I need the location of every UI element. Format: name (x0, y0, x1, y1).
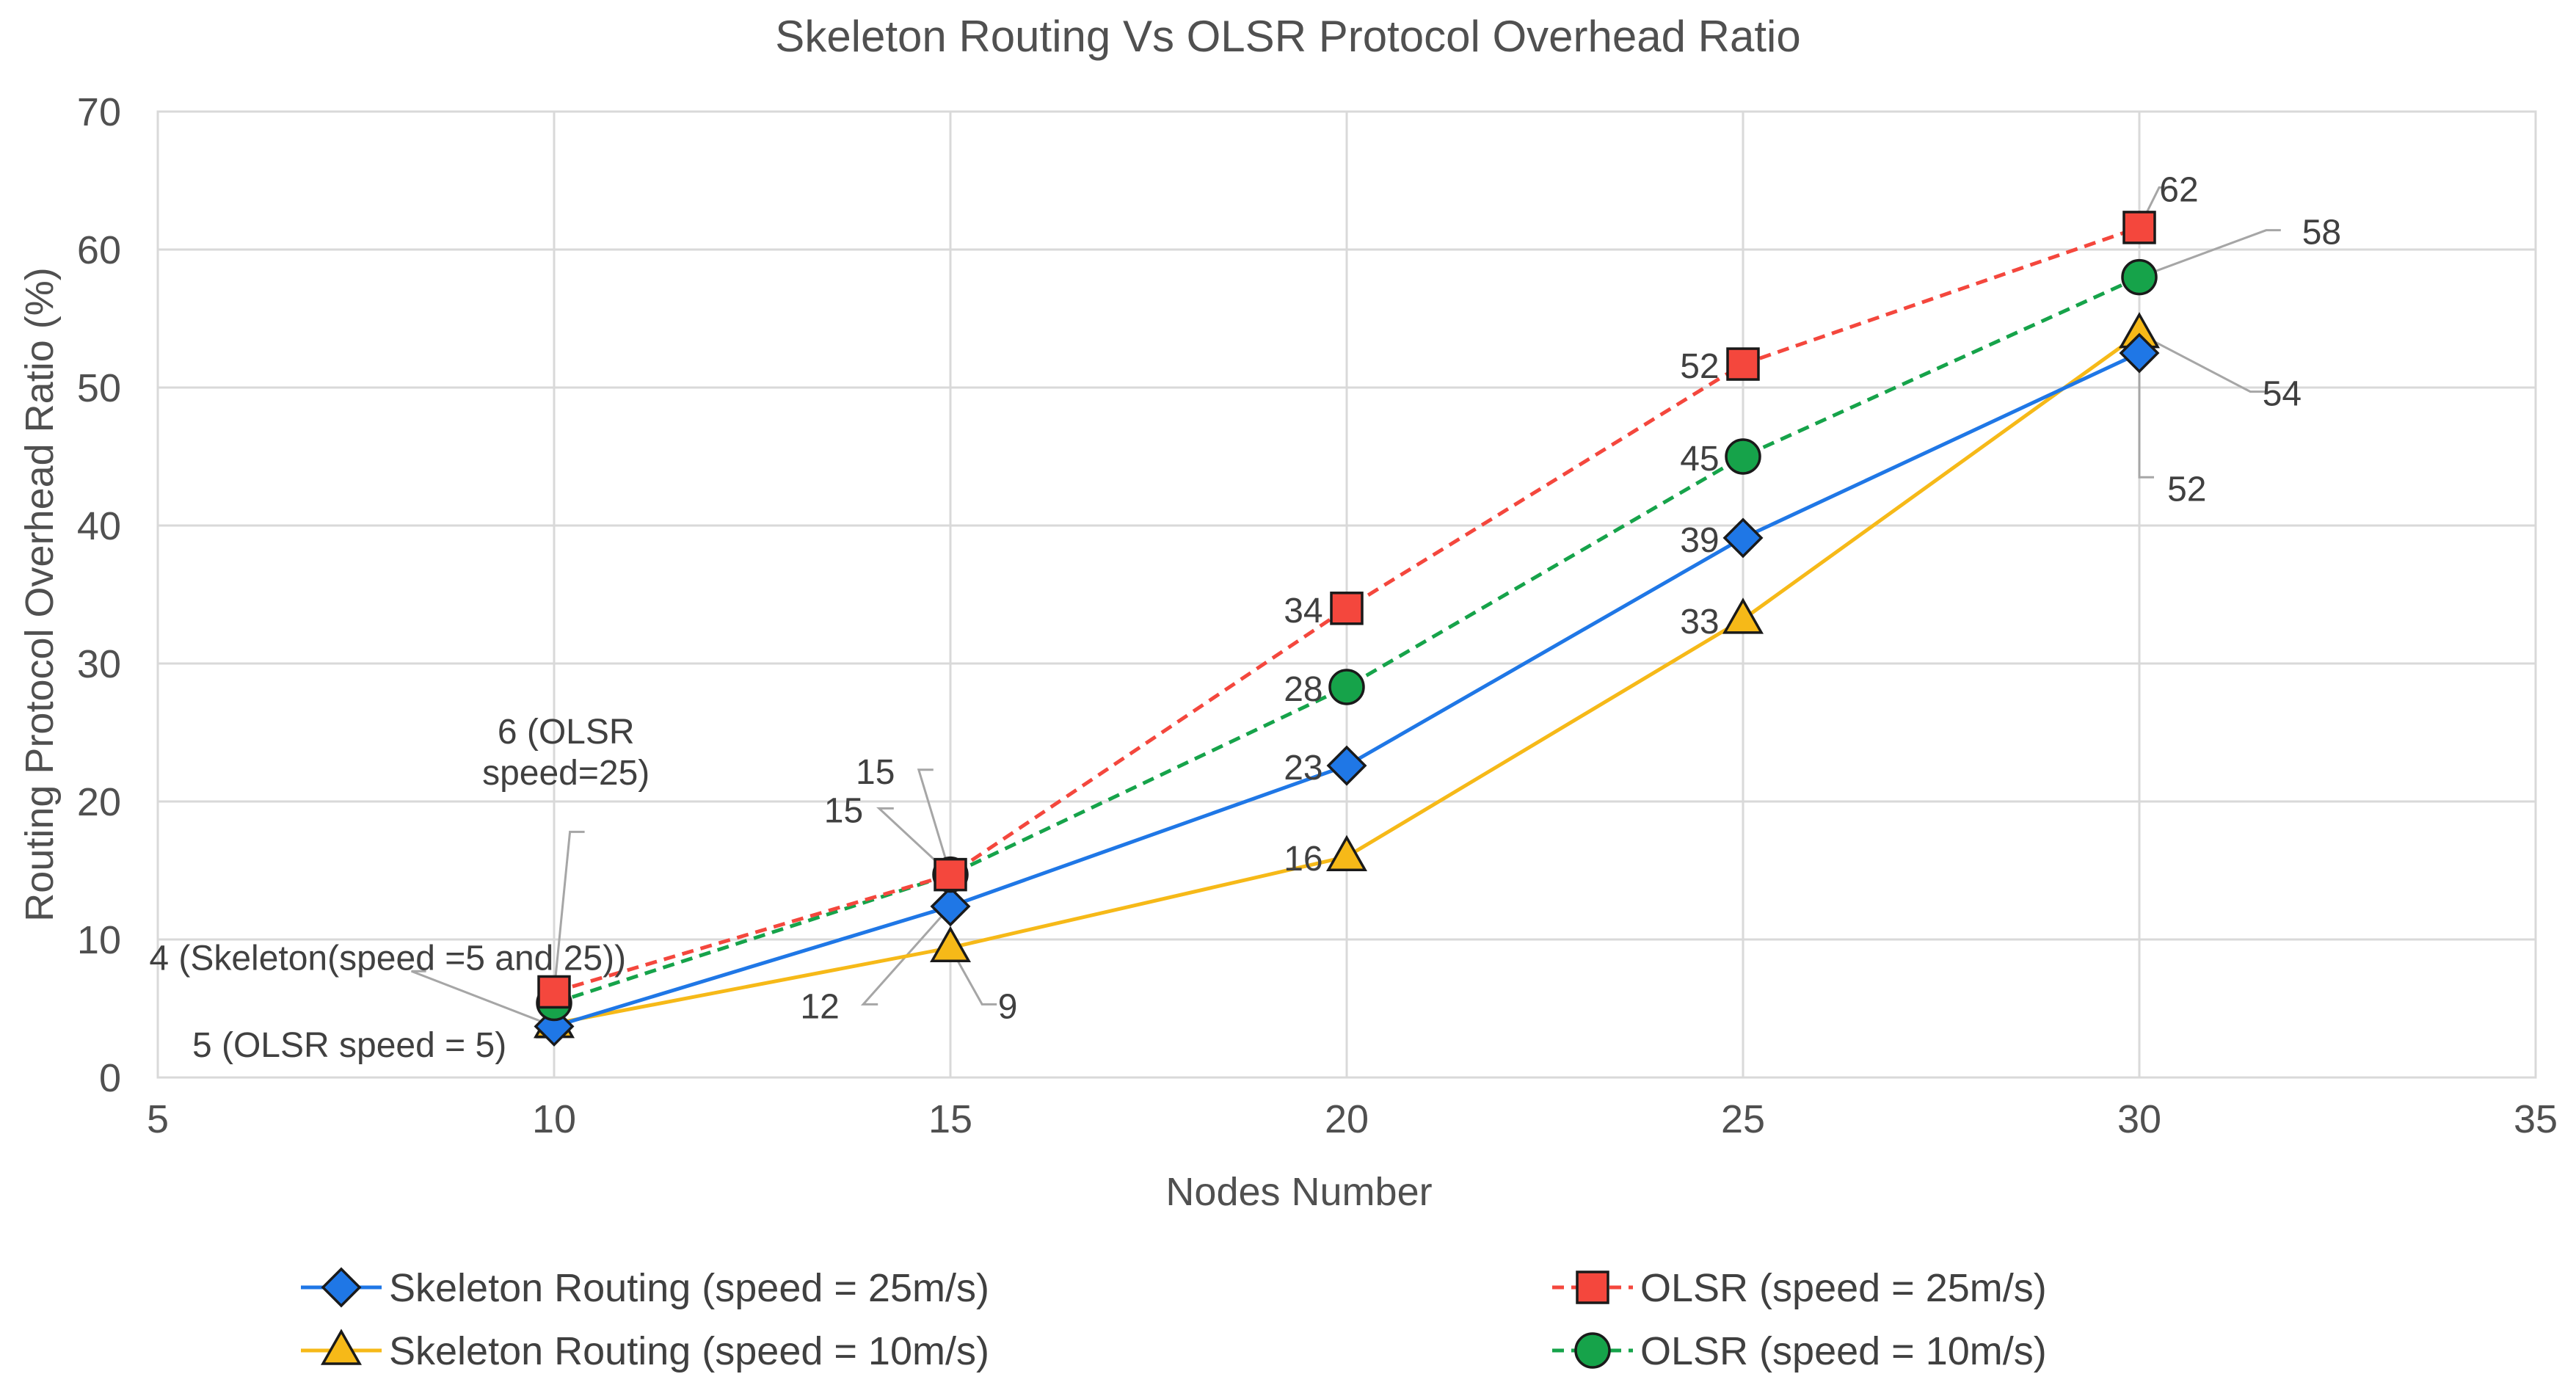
x-tick-label: 5 (147, 1097, 169, 1141)
leader-line (411, 970, 555, 1028)
y-axis-label: Routing Protocol Overhead Ratio (%) (18, 267, 62, 921)
series-line (553, 275, 2141, 1005)
leader-line (949, 947, 997, 1006)
marker-diamond (321, 1267, 362, 1308)
leader-line (553, 830, 585, 992)
x-tick-label: 20 (1325, 1097, 1369, 1141)
marker-diamond (930, 886, 971, 927)
x-axis-label: Nodes Number (1165, 1170, 1432, 1214)
y-tick-label: 60 (77, 228, 121, 272)
data-label: 9 (998, 987, 1018, 1026)
y-tick-label: 30 (77, 642, 121, 686)
data-label: 23 (1284, 749, 1322, 788)
marker-square (934, 857, 967, 892)
marker-circle (1574, 1332, 1611, 1369)
marker-circle (2121, 258, 2158, 296)
y-tick-label: 70 (77, 90, 121, 134)
y-tick-labels: 0 10 20 30 40 50 60 70 (77, 90, 121, 1100)
leader-line (876, 807, 952, 876)
plot-area-border (156, 110, 2537, 1079)
data-label: 34 (1284, 592, 1322, 630)
leader-line (2139, 229, 2281, 279)
data-label: 5 (OLSR speed = 5) (192, 1026, 506, 1065)
marker-diamond (1722, 517, 1764, 559)
data-label: 16 (1284, 840, 1322, 879)
data-label: 39 (1680, 521, 1719, 560)
marker-square (2122, 211, 2156, 244)
data-label: 15 (824, 791, 863, 830)
x-tick-label: 25 (1721, 1097, 1765, 1141)
leader-line (2139, 332, 2266, 393)
data-label: 52 (1680, 347, 1719, 386)
x-tick-labels: 5 10 15 20 25 30 35 (147, 1097, 2558, 1141)
x-tick-label: 15 (928, 1097, 972, 1141)
chart-title: Skeleton Routing Vs OLSR Protocol Overhe… (775, 12, 1800, 61)
legend-label: OLSR (speed = 25m/s) (1640, 1266, 2047, 1310)
y-tick-label: 50 (77, 366, 121, 410)
data-label: 54 (2263, 375, 2302, 414)
axes (156, 110, 2537, 1079)
y-tick-label: 40 (77, 504, 121, 548)
y-tick-label: 20 (77, 780, 121, 824)
marker-triangle (1325, 835, 1368, 871)
marker-square (1330, 592, 1364, 625)
x-tick-label: 10 (532, 1097, 576, 1141)
marker-circle (1328, 669, 1365, 705)
data-label: 62 (2159, 170, 2198, 209)
x-tick-label: 35 (2514, 1097, 2558, 1141)
data-label: 12 (800, 987, 839, 1026)
data-label: 28 (1284, 670, 1322, 709)
marker-square (1576, 1270, 1609, 1304)
marker-diamond (2119, 332, 2160, 374)
legend-label: Skeleton Routing (speed = 25m/s) (389, 1266, 989, 1310)
data-label: 15 (856, 753, 895, 792)
data-label: 33 (1680, 603, 1719, 641)
marker-triangle (1722, 597, 1764, 634)
legend-label: OLSR (speed = 10m/s) (1640, 1329, 2047, 1373)
data-label: 58 (2302, 214, 2341, 252)
data-label: speed=25) (482, 754, 650, 793)
series-line (553, 225, 2140, 994)
leader-line (2138, 353, 2154, 479)
marker-circle (1725, 438, 1761, 475)
y-tick-label: 0 (99, 1056, 121, 1100)
series-markers (533, 211, 2161, 1047)
data-label: 45 (1680, 440, 1719, 479)
data-label: 6 (OLSR (498, 713, 635, 752)
data-label: 52 (2167, 470, 2206, 509)
grid (156, 110, 2537, 1079)
y-tick-label: 10 (77, 918, 121, 962)
x-tick-label: 30 (2117, 1097, 2161, 1141)
marker-triangle (320, 1328, 363, 1365)
marker-square (1726, 347, 1760, 381)
legend: Skeleton Routing (speed = 25m/s) OLSR (sp… (301, 1266, 2047, 1373)
marker-diamond (1326, 745, 1367, 786)
leader-line (917, 768, 952, 876)
data-label: 4 (Skeleton(speed =5 and 25)) (149, 939, 626, 978)
leader-lines (411, 186, 2281, 1039)
marker-square (537, 975, 571, 1009)
marker-triangle (929, 926, 972, 963)
leader-line (860, 905, 952, 1006)
legend-label: Skeleton Routing (speed = 10m/s) (389, 1329, 989, 1373)
